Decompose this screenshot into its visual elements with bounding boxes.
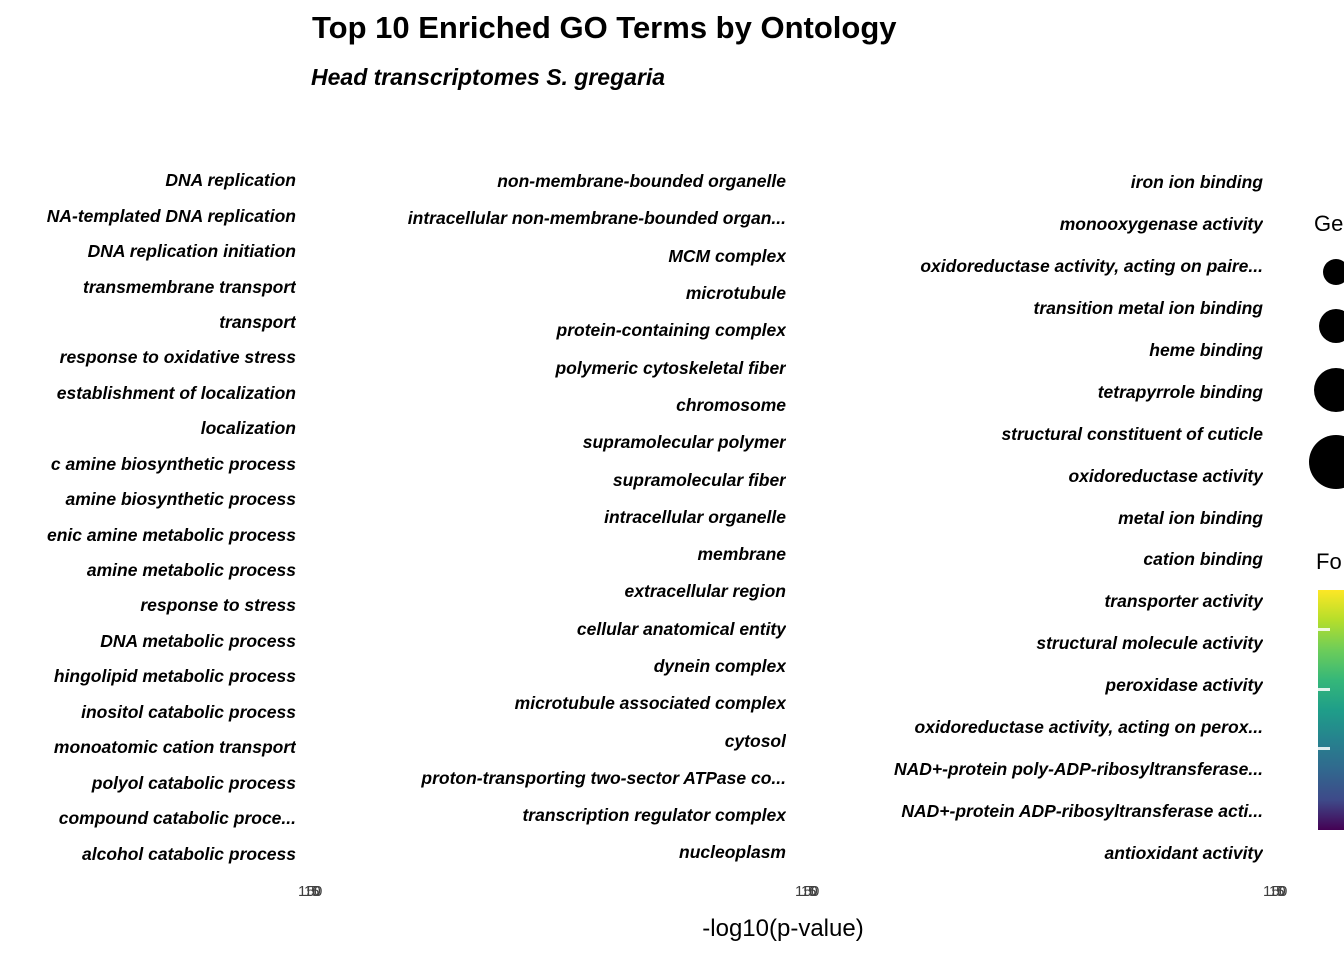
go-term-label: amine biosynthetic process xyxy=(65,489,297,510)
go-term-label: response to oxidative stress xyxy=(59,347,296,368)
go-term-label: NAD+-protein poly-ADP-ribosyltransferase… xyxy=(893,758,1263,779)
go-term-label: transport xyxy=(219,311,296,332)
facet-cellular-component-labels: non-membrane-bounded organelle intracellu… xyxy=(300,163,786,872)
go-term-label: oxidoreductase activity xyxy=(1068,465,1263,486)
size-legend-circle-small xyxy=(1323,259,1344,285)
go-term-label: proton-transporting two-sector ATPase co… xyxy=(421,767,786,788)
x-tick-label: 15 xyxy=(795,883,812,900)
x-axis-title: -log10(p-value) xyxy=(702,915,864,942)
facet-biological-process-labels: DNA replication NA-templated DNA replicat… xyxy=(0,163,296,873)
go-term-label: amine metabolic process xyxy=(86,560,296,581)
go-term-label: enic amine metabolic process xyxy=(47,524,296,545)
go-term-label: NA-templated DNA replication xyxy=(46,205,296,226)
go-term-label: nucleoplasm xyxy=(679,842,786,863)
go-term-label: chromosome xyxy=(676,394,786,415)
x-tick-label: 0 xyxy=(1279,883,1288,900)
go-term-label: transmembrane transport xyxy=(83,276,296,297)
go-term-label: polymeric cytoskeletal fiber xyxy=(555,357,786,378)
x-axis-tick-cluster-3: 15 10 5 0 xyxy=(1263,883,1293,903)
size-legend-circle-medium xyxy=(1319,309,1344,343)
go-term-label: microtubule associated complex xyxy=(514,693,786,714)
size-legend-circle-xlarge xyxy=(1309,435,1344,489)
go-term-label: intracellular non-membrane-bounded organ… xyxy=(407,208,786,229)
x-tick-label: 5 xyxy=(808,883,817,900)
go-term-label: transition metal ion binding xyxy=(1033,298,1263,319)
gradient-tick-mark xyxy=(1318,747,1330,750)
go-term-label: metal ion binding xyxy=(1118,507,1263,528)
go-term-label: antioxidant activity xyxy=(1104,842,1263,863)
go-term-label: supramolecular fiber xyxy=(612,469,786,490)
go-term-label: intracellular organelle xyxy=(604,506,786,527)
go-term-label: MCM complex xyxy=(668,245,786,266)
fill-legend-title: Fo xyxy=(1316,549,1342,574)
fold-gradient-bar xyxy=(1318,590,1344,830)
go-term-label: cytosol xyxy=(724,730,786,751)
x-axis-tick-cluster-1: 15 10 5 0 xyxy=(298,883,328,903)
go-term-label: monoatomic cation transport xyxy=(53,737,296,758)
go-term-label: polyol catabolic process xyxy=(91,772,296,793)
go-term-label: protein-containing complex xyxy=(556,320,786,341)
go-term-label: DNA replication xyxy=(165,170,296,191)
go-term-label: microtubule xyxy=(685,283,786,304)
x-tick-label: 0 xyxy=(811,883,820,900)
x-tick-label: 5 xyxy=(311,883,320,900)
go-term-label: transporter activity xyxy=(1104,591,1263,612)
facet-molecular-function-labels: iron ion binding monooxygenase activity ox… xyxy=(790,162,1263,875)
go-term-label: monooxygenase activity xyxy=(1059,214,1263,235)
x-tick-label: 15 xyxy=(1263,883,1280,900)
go-term-label: inositol catabolic process xyxy=(81,701,296,722)
go-term-label: heme binding xyxy=(1149,340,1263,360)
x-tick-label: 10 xyxy=(304,883,321,900)
go-term-label: DNA replication initiation xyxy=(87,241,296,262)
go-term-label: oxidoreductase activity, acting on perox… xyxy=(914,717,1263,738)
go-term-label: c amine biosynthetic process xyxy=(50,453,296,474)
x-tick-label: 15 xyxy=(298,883,315,900)
go-term-label: cation binding xyxy=(1143,549,1263,570)
x-tick-label: 5 xyxy=(1276,883,1285,900)
go-term-label: membrane xyxy=(697,544,786,565)
go-term-label: cellular anatomical entity xyxy=(576,618,786,639)
go-term-label: localization xyxy=(200,418,296,439)
gradient-tick-mark xyxy=(1318,688,1330,691)
go-term-label: peroxidase activity xyxy=(1105,675,1263,696)
go-term-label: compound catabolic proce... xyxy=(58,808,296,829)
size-legend-circle-large xyxy=(1314,368,1344,412)
x-tick-label: 10 xyxy=(801,883,818,900)
go-term-label: structural constituent of cuticle xyxy=(1001,423,1263,444)
x-tick-label: 0 xyxy=(314,883,323,900)
gradient-tick-mark xyxy=(1318,628,1330,631)
go-term-label: supramolecular polymer xyxy=(582,432,786,453)
go-term-label: extracellular region xyxy=(624,581,786,602)
go-term-label: structural molecule activity xyxy=(1036,633,1263,654)
go-term-label: response to stress xyxy=(140,595,296,616)
go-term-label: alcohol catabolic process xyxy=(82,843,296,864)
x-tick-label: 10 xyxy=(1269,883,1286,900)
size-legend-title: Ge xyxy=(1314,211,1344,236)
go-term-label: dynein complex xyxy=(653,656,786,676)
go-term-label: DNA metabolic process xyxy=(100,630,296,651)
go-term-label: hingolipid metabolic process xyxy=(53,666,296,687)
go-term-label: tetrapyrrole binding xyxy=(1097,381,1263,402)
go-term-label: iron ion binding xyxy=(1130,172,1263,193)
plot-title: Top 10 Enriched GO Terms by Ontology xyxy=(312,10,897,45)
go-term-label: establishment of localization xyxy=(56,382,296,403)
x-axis-tick-cluster-2: 15 10 5 0 xyxy=(795,883,825,903)
go-term-label: non-membrane-bounded organelle xyxy=(497,171,786,192)
go-term-label: transcription regulator complex xyxy=(522,805,786,826)
go-term-label: NAD+-protein ADP-ribosyltransferase acti… xyxy=(901,800,1263,821)
plot-subtitle: Head transcriptomes S. gregaria xyxy=(311,64,666,90)
go-term-label: oxidoreductase activity, acting on paire… xyxy=(920,256,1263,277)
